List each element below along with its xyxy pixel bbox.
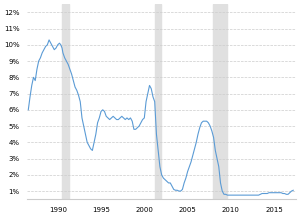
Bar xyxy=(213,4,226,199)
Bar xyxy=(155,4,161,199)
Bar xyxy=(62,4,69,199)
